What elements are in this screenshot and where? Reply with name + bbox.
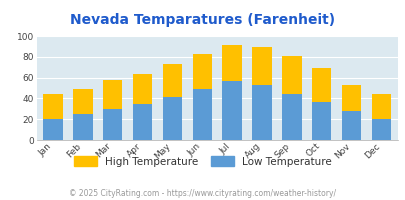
- Bar: [371, 119, 390, 140]
- Bar: [73, 114, 92, 140]
- Bar: [162, 64, 182, 97]
- Bar: [341, 111, 360, 140]
- Bar: [192, 89, 211, 140]
- Bar: [252, 85, 271, 140]
- Bar: [222, 81, 241, 140]
- Bar: [132, 74, 152, 104]
- Bar: [132, 104, 152, 140]
- Legend: High Temperature, Low Temperature: High Temperature, Low Temperature: [72, 154, 333, 169]
- Bar: [222, 45, 241, 81]
- Bar: [43, 94, 62, 119]
- Bar: [281, 56, 301, 94]
- Bar: [371, 94, 390, 119]
- Text: © 2025 CityRating.com - https://www.cityrating.com/weather-history/: © 2025 CityRating.com - https://www.city…: [69, 189, 336, 198]
- Bar: [103, 80, 122, 109]
- Bar: [43, 119, 62, 140]
- Bar: [252, 47, 271, 85]
- Bar: [281, 94, 301, 140]
- Text: Nevada Temparatures (Farenheit): Nevada Temparatures (Farenheit): [70, 13, 335, 27]
- Bar: [311, 68, 330, 102]
- Bar: [341, 85, 360, 111]
- Bar: [311, 102, 330, 140]
- Bar: [162, 97, 182, 140]
- Bar: [103, 109, 122, 140]
- Bar: [192, 54, 211, 89]
- Bar: [73, 89, 92, 114]
